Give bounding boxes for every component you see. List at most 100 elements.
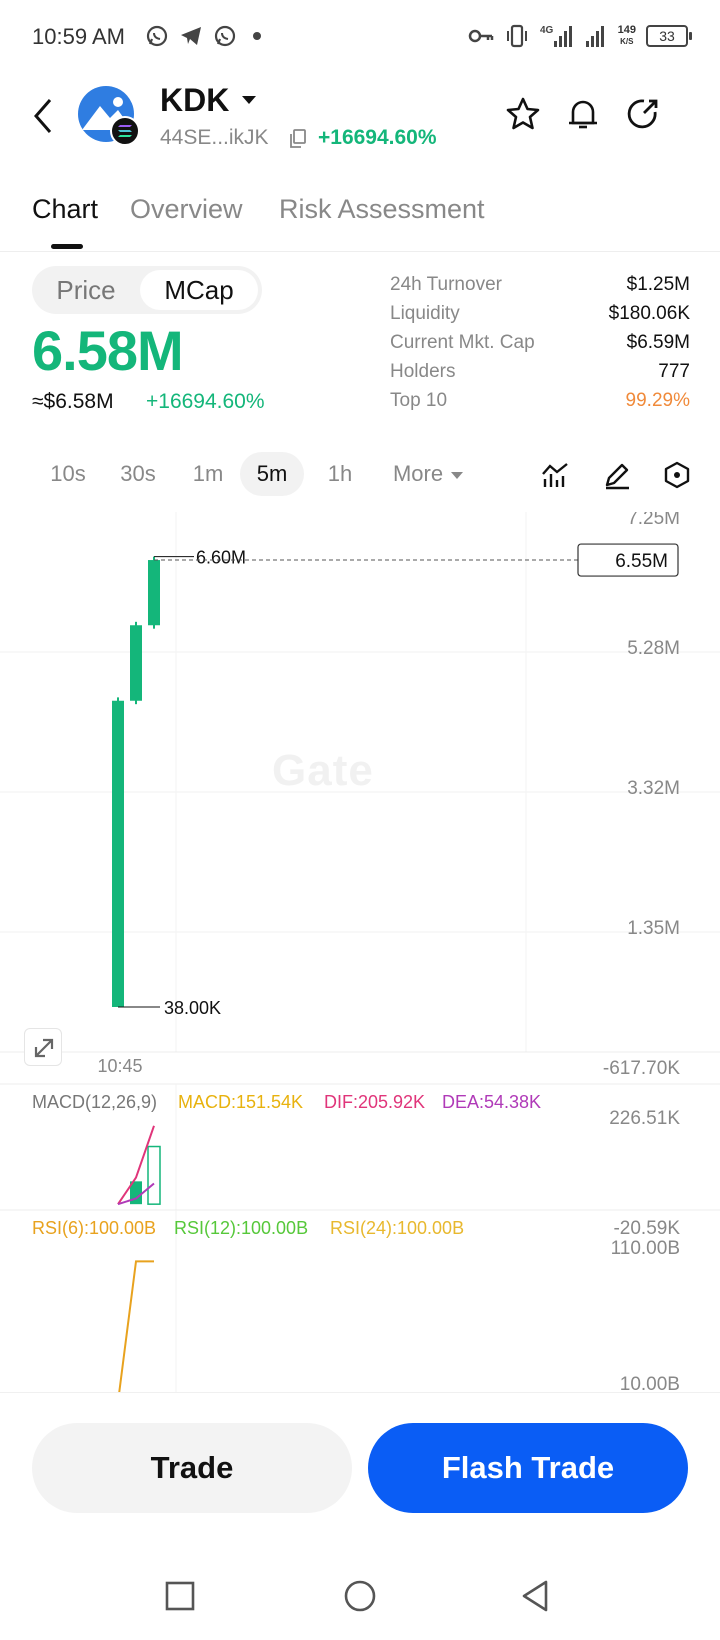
stat-label: Current Mkt. Cap (390, 332, 535, 353)
flash-trade-button[interactable]: Flash Trade (368, 1423, 688, 1513)
solana-chain-icon (110, 116, 140, 146)
y-tick-label: 3.32M (627, 778, 680, 799)
tab-underline (51, 244, 83, 249)
net-speed-value: 149 (617, 24, 636, 36)
system-nav-bar (0, 1556, 720, 1640)
more-label: More (392, 461, 444, 486)
interval-bar: 10s 30s 1m 5m 1h More (0, 446, 720, 500)
token-name[interactable]: KDK (160, 82, 230, 118)
usd-value: ≈$6.58M (32, 390, 114, 413)
rsi-legend: RSI(6):100.00B (32, 1218, 156, 1238)
stat-row: Holders 777 (390, 361, 690, 390)
copy-icon[interactable] (289, 129, 307, 149)
bell-icon[interactable] (565, 96, 601, 132)
expand-icon (34, 1038, 54, 1058)
rsi-y-tick: 110.00B (611, 1238, 680, 1259)
draw-pencil-icon[interactable] (602, 460, 632, 490)
signal-icon (585, 26, 604, 47)
share-icon[interactable] (625, 96, 661, 132)
status-time: 10:59 AM (32, 24, 125, 49)
telegram-icon (181, 27, 201, 45)
price-mcap-toggle: Price MCap (32, 266, 262, 314)
last-price-label: 6.55M (615, 551, 668, 572)
stat-value: 777 (658, 361, 690, 382)
status-bar: 10:59 AM 4G 149 K/S 33 (0, 0, 720, 72)
bottom-action-bar: Trade Flash Trade (0, 1392, 720, 1532)
last-price-box (577, 543, 679, 577)
stat-row: 24h Turnover $1.25M (390, 274, 690, 303)
tab-bar: Chart Overview Risk Assessment (0, 188, 720, 252)
token-header: KDK 44SE...ikJK +16694.60% (0, 76, 720, 156)
back-nav-icon[interactable] (516, 1576, 556, 1616)
interval-10s[interactable]: 10s (50, 461, 86, 486)
dea-line (117, 1182, 155, 1206)
interval-5m[interactable]: 5m (240, 452, 304, 496)
dif-line (117, 1125, 155, 1205)
tab-chart[interactable]: Chart (32, 194, 99, 224)
chevron-down-icon[interactable] (242, 96, 256, 104)
tab-risk-assessment[interactable]: Risk Assessment (279, 194, 485, 224)
token-change: +16694.60% (318, 126, 437, 149)
whatsapp-icon (214, 25, 236, 47)
macd-y-tick: -20.59K (613, 1218, 680, 1239)
rsi-line (118, 1260, 154, 1392)
tab-overview[interactable]: Overview (130, 194, 243, 224)
price-change: +16694.60% (146, 390, 265, 413)
net-speed: 149 K/S (618, 25, 636, 47)
settings-hexagon-icon[interactable] (662, 460, 692, 490)
vibrate-icon (506, 24, 527, 48)
y-tick-label: 1.35M (627, 918, 680, 939)
macd-y-tick: 226.51K (609, 1108, 680, 1129)
token-address: 44SE...ikJK (160, 126, 269, 149)
interval-30s[interactable]: 30s (120, 461, 156, 486)
trade-button[interactable]: Trade (32, 1423, 352, 1513)
macd-legend: MACD:151.54K (178, 1092, 303, 1112)
home-icon[interactable] (340, 1576, 380, 1616)
y-tick-label: 7.25M (627, 512, 680, 529)
stat-label: Liquidity (390, 303, 460, 324)
macd-legend: DIF:205.92K (324, 1092, 425, 1112)
toggle-price[interactable]: Price (56, 275, 116, 305)
net-speed-unit: K/S (620, 37, 634, 46)
stat-label: Holders (390, 361, 456, 382)
interval-more[interactable]: More (378, 452, 478, 496)
recents-icon[interactable] (160, 1576, 200, 1616)
signal-icon: 4G (540, 25, 572, 47)
stat-value: $180.06K (608, 303, 690, 324)
price-chart[interactable]: 7.25M 5.28M 3.32M 1.35M -617.70K 6.60M 38.00K 6… (0, 512, 720, 1392)
macd-legend: DEA:54.38K (442, 1092, 541, 1112)
stat-row: Top 10 99.29% (390, 390, 690, 419)
stat-label: Top 10 (390, 390, 448, 411)
stat-row: Current Mkt. Cap $6.59M (390, 332, 690, 361)
stats-panel: 24h Turnover $1.25M Liquidity $180.06K Cur… (390, 274, 690, 419)
rsi-legend: RSI(24):100.00B (330, 1218, 464, 1238)
rsi-y-tick: 10.00B (620, 1374, 680, 1392)
notification-icons (145, 22, 261, 50)
stat-value: $6.59M (626, 332, 690, 353)
high-label: 6.60M (196, 548, 246, 568)
key-icon (468, 29, 493, 43)
stat-row: Liquidity $180.06K (390, 303, 690, 332)
whatsapp-icon (146, 25, 168, 47)
macd-legend: MACD(12,26,9) (32, 1092, 157, 1112)
dot-icon (253, 32, 261, 40)
interval-1h[interactable]: 1h (327, 461, 353, 486)
y-tick-label: -617.70K (603, 1058, 680, 1079)
main-value: 6.58M (32, 319, 184, 382)
candle-body (148, 560, 160, 626)
indicator-icon[interactable] (540, 460, 570, 490)
stat-value: 99.29% (625, 390, 690, 411)
toggle-mcap[interactable]: MCap (140, 270, 258, 310)
stat-label: 24h Turnover (390, 274, 502, 295)
back-icon[interactable] (28, 94, 58, 138)
stat-value: $1.25M (626, 274, 690, 295)
low-label: 38.00K (164, 998, 221, 1018)
network-label: 4G (540, 25, 554, 36)
expand-chart-button[interactable] (24, 1028, 62, 1066)
x-tick-label: 10:45 (97, 1056, 142, 1076)
interval-1m[interactable]: 1m (192, 461, 224, 486)
candle-body (130, 625, 142, 701)
chevron-down-icon (451, 471, 464, 479)
star-icon[interactable] (505, 96, 541, 132)
rsi-legend: RSI(12):100.00B (174, 1218, 308, 1238)
